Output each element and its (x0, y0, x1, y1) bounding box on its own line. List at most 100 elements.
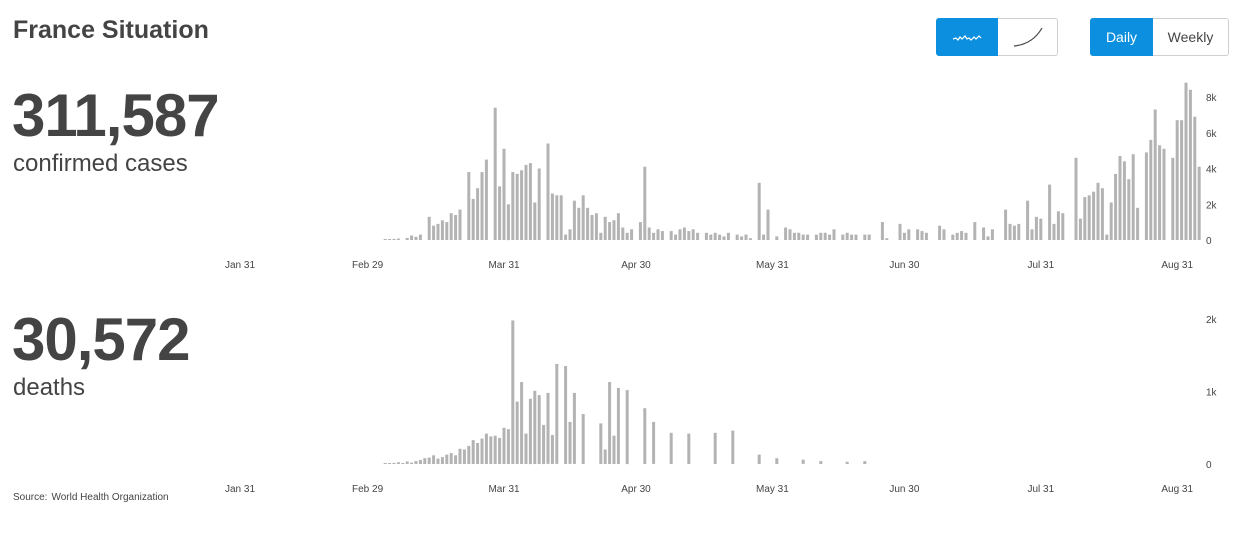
cases-bar (942, 229, 946, 240)
deaths-bar (520, 382, 524, 464)
deaths-bar (616, 387, 620, 464)
cases-bar (938, 225, 942, 240)
cases-x-tick-label: Aug 31 (1161, 260, 1193, 271)
cases-bar (638, 222, 642, 240)
cases-bar (410, 235, 414, 240)
deaths-y-tick-label: 0 (1206, 460, 1212, 471)
cases-bar (1012, 225, 1016, 240)
cases-bar (1197, 166, 1201, 240)
cumulative-scale-button[interactable] (998, 18, 1058, 56)
cases-bar (436, 223, 440, 240)
cases-bar (863, 234, 867, 240)
deaths-bar (669, 432, 673, 464)
linear-scale-button[interactable] (936, 18, 998, 56)
confirmed-cases-total: 311,587 (12, 82, 220, 149)
cases-bar (1193, 116, 1197, 240)
cases-bar (1034, 216, 1038, 240)
cases-bar (1162, 148, 1166, 240)
deaths-bar (440, 457, 444, 464)
cases-bar (449, 213, 453, 240)
cases-bar (1008, 223, 1012, 240)
cases-bar (788, 229, 792, 240)
deaths-bar (401, 463, 405, 464)
cases-bar (806, 234, 810, 240)
deaths-bar (537, 395, 541, 464)
cases-bar (392, 238, 396, 240)
cases-bar (801, 234, 805, 240)
cases-y-tick-label: 2k (1206, 200, 1218, 211)
cases-bar (951, 234, 955, 240)
cases-bar (898, 223, 902, 240)
cases-bar (986, 236, 990, 240)
cases-bar (1078, 218, 1082, 240)
weekly-button[interactable]: Weekly (1153, 18, 1229, 56)
deaths-bar (863, 461, 867, 464)
cases-x-tick-label: Jun 30 (889, 260, 919, 271)
deaths-bar (542, 424, 546, 465)
deaths-bar (462, 449, 466, 464)
cases-bar (550, 193, 554, 240)
cases-bar (590, 215, 594, 240)
cases-bar (612, 220, 616, 240)
cases-bar (1030, 229, 1034, 240)
deaths-bar (471, 440, 475, 464)
cases-bar (1039, 218, 1043, 240)
deaths-bar (410, 462, 414, 464)
cases-bar (1171, 157, 1175, 240)
cases-bar (502, 148, 506, 240)
deaths-bar (396, 462, 400, 464)
cases-bar (867, 234, 871, 240)
cases-bar (797, 232, 801, 240)
deaths-bar (625, 390, 629, 465)
cases-bar (718, 234, 722, 240)
cases-bar (907, 229, 911, 240)
cases-bar (1100, 188, 1104, 240)
cases-bar (524, 164, 528, 240)
cases-bar (955, 232, 959, 240)
cases-x-tick-label: Apr 30 (621, 260, 651, 271)
cases-bar (537, 168, 541, 240)
cases-bar (1136, 207, 1140, 240)
deaths-bar (405, 461, 409, 464)
cases-bar (1184, 82, 1188, 240)
cases-bar (832, 229, 836, 240)
deaths-bar (581, 414, 585, 464)
cases-bar (902, 232, 906, 240)
deaths-bar (603, 449, 607, 464)
daily-button[interactable]: Daily (1090, 18, 1153, 56)
cases-bar (1017, 223, 1021, 240)
cases-bar (608, 222, 612, 240)
deaths-chart: 2k 1k 0 Jan 31 Feb 29 Mar 31 Apr 30 May 31 Jun 3… (225, 315, 1218, 495)
cases-bar (405, 237, 409, 240)
cases-bar (1180, 120, 1184, 240)
cases-bar (1052, 223, 1056, 240)
cases-bar (511, 172, 515, 240)
cases-x-tick-label: May 31 (756, 260, 789, 271)
cases-bar (920, 231, 924, 240)
cases-x-tick-label: Mar 31 (488, 260, 520, 271)
cases-bar (506, 204, 510, 241)
deaths-bar (564, 366, 568, 464)
cases-bar (792, 232, 796, 240)
deaths-bar (493, 435, 497, 464)
cases-bar (1056, 211, 1060, 240)
cases-bar (924, 232, 928, 240)
deaths-bar (449, 453, 453, 464)
cases-bar (682, 227, 686, 240)
cases-bar (656, 229, 660, 240)
cases-bar (1127, 179, 1131, 240)
cases-bar (1188, 89, 1192, 240)
cases-bar (467, 172, 471, 240)
deaths-bar (775, 458, 779, 464)
cases-bar (726, 232, 730, 240)
deaths-bar (480, 438, 484, 464)
cases-y-tick-label: 4k (1206, 165, 1218, 176)
deaths-bar (418, 460, 422, 464)
deaths-y-tick-label: 1k (1206, 388, 1218, 399)
cases-bar (740, 236, 744, 240)
cases-bar (814, 234, 818, 240)
cases-bar (850, 234, 854, 240)
deaths-bar (652, 421, 656, 464)
deaths-bar (599, 423, 603, 464)
cases-bar (1004, 209, 1008, 240)
